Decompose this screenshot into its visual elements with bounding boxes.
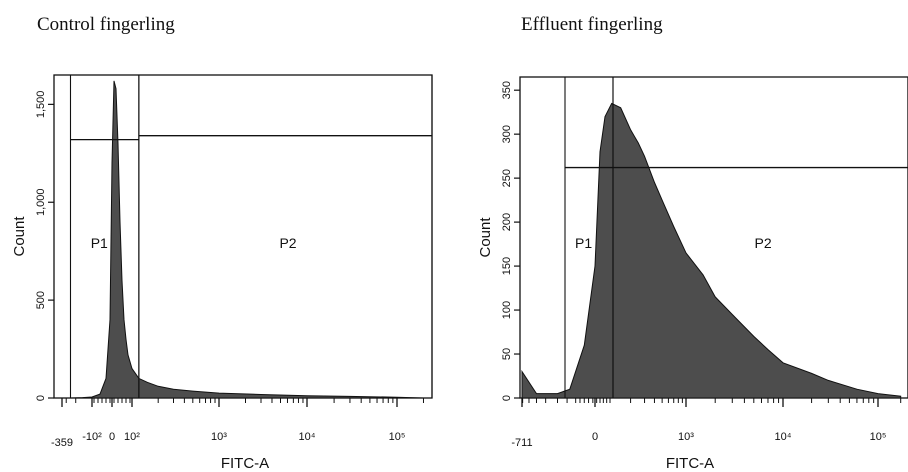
y-tick-label: 1,000 (35, 188, 47, 216)
y-axis-title: Count (477, 217, 494, 258)
y-tick-label: 300 (501, 125, 513, 143)
x-tick-label: 0 (592, 431, 598, 443)
y-tick-label: 0 (35, 395, 47, 401)
x-tick-label: 10³ (211, 431, 227, 443)
x-tick-label: -10² (82, 431, 102, 443)
gate-label-p1: P1 (91, 235, 108, 251)
x-tick-label: -711 (511, 437, 532, 449)
x-axis-title: FITC-A (666, 455, 714, 472)
histogram-area (70, 80, 424, 399)
left-panel-title: Control fingerling (37, 14, 175, 35)
x-tick-label: 10⁵ (870, 431, 887, 443)
y-tick-label: 200 (501, 213, 513, 231)
x-tick-label: 0 (109, 431, 115, 443)
x-tick-label: 10⁵ (389, 431, 406, 443)
x-tick-label: 10⁴ (775, 431, 792, 443)
x-tick-label: 10⁴ (299, 431, 316, 443)
y-tick-label: 150 (501, 257, 513, 275)
y-tick-label: 0 (501, 395, 513, 401)
y-axis-title: Count (11, 216, 28, 257)
x-axis-title: FITC-A (221, 455, 269, 472)
gate-label-p1: P1 (575, 235, 592, 251)
histogram-panel-2: P1 P2 0 50 100 150 200 250 300 350 -711 0 10³ 10⁴ 10⁵ F… (477, 76, 908, 472)
gate-label-p2: P2 (279, 235, 296, 251)
x-tick-label: -359 (51, 437, 73, 449)
y-tick-label: 350 (501, 81, 513, 99)
x-tick-label: 10² (124, 431, 140, 443)
y-tick-label: 1,500 (35, 91, 47, 119)
y-tick-label: 500 (35, 291, 47, 309)
histogram-panel-1: P1 P2 0 500 1,000 1,500 -359 -10² 0 10² 10³ 10⁴ 10⁵ F… (11, 74, 433, 472)
x-tick-label: 10³ (678, 431, 694, 443)
histogram-area (521, 102, 902, 399)
y-tick-label: 100 (501, 301, 513, 319)
gate-label-p2: P2 (755, 235, 772, 251)
right-panel-title: Effluent fingerling (521, 14, 663, 35)
y-tick-label: 50 (501, 348, 513, 360)
y-tick-label: 250 (501, 169, 513, 187)
